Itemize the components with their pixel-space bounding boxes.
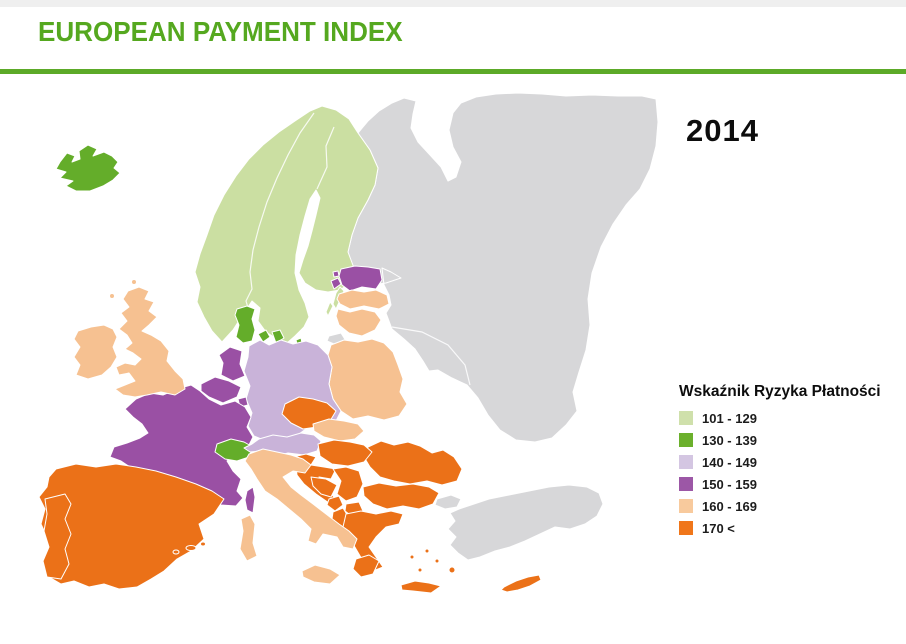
island-saaremaa <box>330 277 342 290</box>
aegean-island <box>434 558 440 564</box>
island-sardinia <box>239 514 258 562</box>
europe-map <box>38 92 659 594</box>
aegean-island <box>424 548 430 554</box>
year-label: 2014 <box>686 113 759 148</box>
country-montenegro <box>326 495 344 512</box>
legend-row: 130 - 139 <box>679 432 906 448</box>
country-hungary <box>317 439 373 467</box>
header-divider <box>0 69 906 74</box>
legend-swatch-140-149 <box>679 455 693 469</box>
legend-swatch-160-169 <box>679 499 693 513</box>
legend-row: 101 - 129 <box>679 410 906 426</box>
island-corsica <box>244 486 256 514</box>
country-cyprus <box>500 574 542 593</box>
country-ireland <box>73 324 118 380</box>
legend-label: 160 - 169 <box>702 498 757 514</box>
country-poland <box>327 338 408 421</box>
country-estonia <box>338 265 383 292</box>
sweden-finland-border <box>316 126 335 190</box>
country-iceland <box>55 144 121 192</box>
country-italy <box>244 448 358 550</box>
legend: Wskaźnik Ryzyka Płatności 101 - 129 130 … <box>679 383 906 543</box>
top-strip <box>0 0 906 7</box>
country-russia-belarus <box>347 92 659 443</box>
legend-row: 170 < <box>679 520 906 536</box>
legend-row: 150 - 159 <box>679 476 906 492</box>
aegean-island <box>417 567 423 573</box>
country-romania <box>363 440 463 486</box>
country-belgium <box>200 376 242 404</box>
country-latvia <box>336 289 390 310</box>
country-lithuania <box>335 308 382 337</box>
legend-swatch-101-129 <box>679 411 693 425</box>
legend-row: 140 - 149 <box>679 454 906 470</box>
country-turkey <box>447 484 604 561</box>
belarus-russia-border <box>391 326 471 386</box>
island-menorca <box>200 541 206 547</box>
island-ibiza <box>172 549 180 555</box>
country-uk <box>114 286 186 398</box>
island-rhodes <box>448 566 456 574</box>
legend-label: 130 - 139 <box>702 432 757 448</box>
legend-label: 140 - 149 <box>702 454 757 470</box>
island-hebrides <box>109 293 115 299</box>
island-mallorca <box>185 545 197 551</box>
country-portugal <box>42 493 72 580</box>
country-spain <box>38 463 225 590</box>
country-denmark <box>234 305 256 344</box>
norway-sweden-border <box>245 112 315 312</box>
island-oland <box>325 301 334 317</box>
legend-label: 101 - 129 <box>702 410 757 426</box>
turkey-thrace <box>434 494 462 510</box>
country-bulgaria <box>362 482 440 510</box>
island-hiiumaa <box>332 270 340 278</box>
country-netherlands <box>218 346 246 382</box>
island-funen <box>257 329 271 343</box>
country-slovakia <box>312 418 365 442</box>
legend-row: 160 - 169 <box>679 498 906 514</box>
legend-swatch-170 <box>679 521 693 535</box>
island-crete <box>400 580 442 594</box>
legend-swatch-130-139 <box>679 433 693 447</box>
aegean-island <box>409 554 415 560</box>
page-title: EUROPEAN PAYMENT INDEX <box>38 16 403 47</box>
legend-swatch-150-159 <box>679 477 693 491</box>
legend-label: 170 < <box>702 520 735 536</box>
peloponnese <box>352 554 380 578</box>
legend-label: 150 - 159 <box>702 476 757 492</box>
country-bosnia <box>310 476 338 498</box>
country-france <box>109 384 254 509</box>
island-orkney <box>131 279 137 285</box>
country-serbia <box>332 466 364 502</box>
island-sicily <box>301 564 341 585</box>
legend-title: Wskaźnik Ryzyka Płatności <box>679 383 881 400</box>
